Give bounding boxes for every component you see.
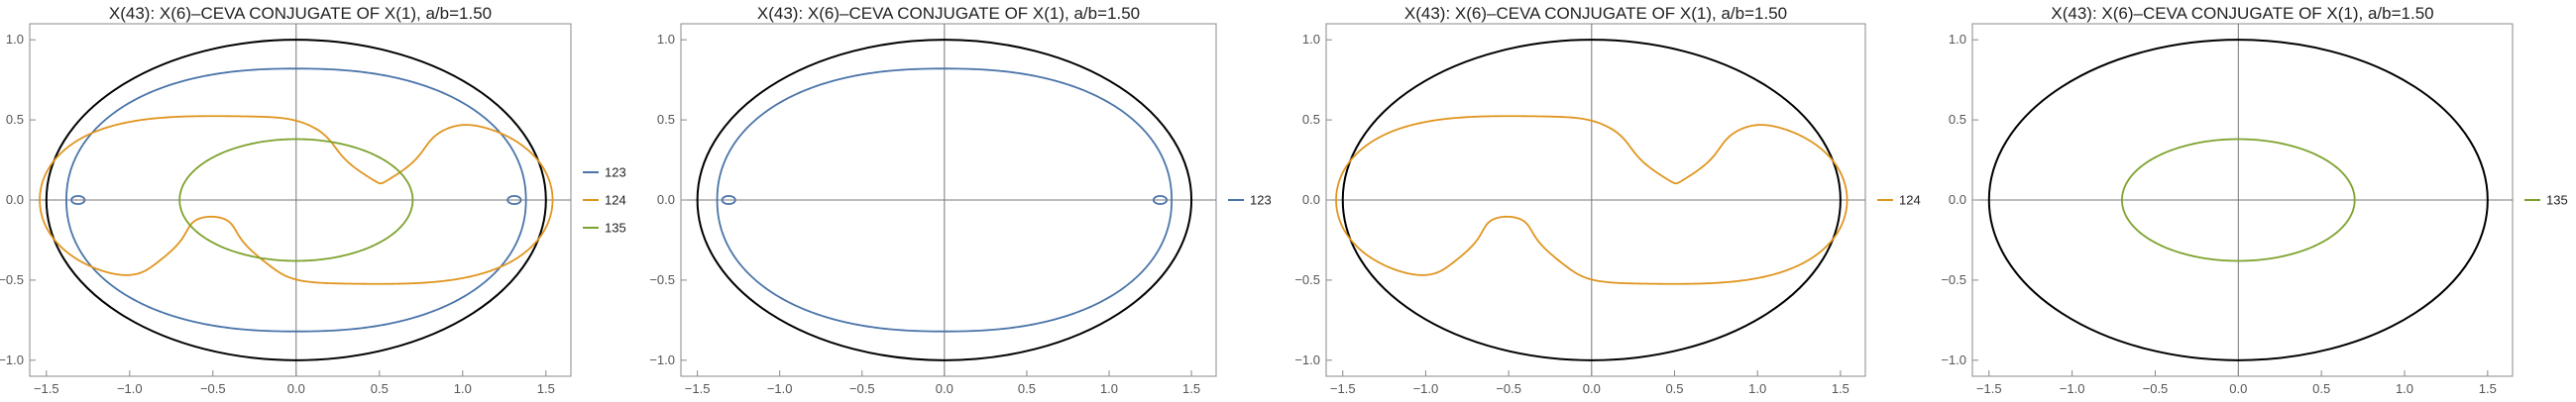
- legend: 124: [1877, 193, 1921, 208]
- legend-label: 123: [605, 165, 626, 180]
- legend-label: 123: [1250, 193, 1272, 208]
- y-tick-label: 0.5: [1949, 112, 1966, 127]
- x-tick-label: 1.5: [537, 381, 555, 396]
- x-tick-label: −1.5: [34, 381, 59, 396]
- x-tick-label: 0.5: [1018, 381, 1036, 396]
- x-tick-label: 1.0: [454, 381, 472, 396]
- plot-area: [1987, 39, 2489, 361]
- plot-area: [39, 39, 554, 361]
- y-tick-label: 0.5: [657, 112, 675, 127]
- legend-label: 135: [2546, 193, 2568, 208]
- plot-area: [696, 39, 1193, 361]
- x-tick-label: 0.5: [371, 381, 389, 396]
- y-tick-label: −0.5: [1294, 272, 1320, 287]
- chart-title: X(43): X(6)–CEVA CONJUGATE OF X(1), a/b=…: [2051, 4, 2433, 23]
- series-curve-123: [716, 67, 1174, 333]
- legend-label: 124: [1899, 193, 1921, 208]
- y-tick-label: 0.0: [657, 192, 675, 207]
- x-tick-label: −1.0: [767, 381, 793, 396]
- y-tick-label: −0.5: [649, 272, 675, 287]
- y-tick-label: 0.0: [6, 192, 24, 207]
- x-tick-label: 1.0: [1100, 381, 1118, 396]
- x-tick-label: −0.5: [1496, 381, 1521, 396]
- y-tick-label: 1.0: [6, 32, 24, 47]
- y-tick-label: 0.5: [1302, 112, 1320, 127]
- y-tick-label: −1.0: [0, 352, 24, 367]
- plot-area: [1335, 39, 1848, 361]
- x-tick-label: 0.0: [936, 381, 953, 396]
- series-curve-123: [721, 195, 736, 205]
- series-curve-123: [1152, 195, 1169, 205]
- x-tick-label: 0.0: [2229, 381, 2247, 396]
- x-tick-label: −0.5: [200, 381, 226, 396]
- series-curve-124: [39, 115, 554, 285]
- x-tick-label: −1.5: [1976, 381, 2002, 396]
- y-tick-label: −0.5: [0, 272, 24, 287]
- plot-panel-2: −1.5 −1.0 −0.5 0.0 0.5 1.0 1.5 −1.0 −0.5 0.0 0.5 1.…: [649, 4, 1271, 396]
- x-tick-label: −1.5: [685, 381, 711, 396]
- y-tick-label: 1.0: [657, 32, 675, 47]
- y-tick-label: −0.5: [1941, 272, 1966, 287]
- y-tick-label: 1.0: [1302, 32, 1320, 47]
- y-tick-label: 0.5: [6, 112, 24, 127]
- x-tick-label: 1.0: [2396, 381, 2413, 396]
- x-tick-label: −1.0: [2060, 381, 2085, 396]
- x-tick-label: 1.0: [1748, 381, 1766, 396]
- series-curve-123: [506, 195, 522, 205]
- plot-panel-3: −1.5 −1.0 −0.5 0.0 0.5 1.0 1.5 −1.0 −0.5 0.0 0.5 1.…: [1294, 4, 1920, 396]
- y-tick-label: 0.0: [1302, 192, 1320, 207]
- x-tick-label: 1.5: [1832, 381, 1849, 396]
- reference-ellipse: [1341, 39, 1842, 361]
- reference-ellipse: [1987, 39, 2489, 361]
- legend: 123: [1228, 193, 1272, 208]
- plot-panel-1: −1.5 −1.0 −0.5 0.0 0.5 1.0 1.5 −1.0 −0.5 0.0 0.5 1.…: [0, 4, 626, 396]
- legend-label: 135: [605, 221, 626, 236]
- legend-label: 124: [605, 193, 626, 208]
- x-tick-label: 1.5: [1182, 381, 1200, 396]
- x-tick-label: −0.5: [2143, 381, 2169, 396]
- legend: 135: [2524, 193, 2568, 208]
- series-curve-135: [2121, 138, 2356, 262]
- series-curve-123: [65, 67, 527, 333]
- x-tick-label: 0.5: [2312, 381, 2330, 396]
- x-tick-label: −1.0: [1413, 381, 1439, 396]
- legend: 123 124 135: [583, 165, 626, 236]
- x-tick-label: 0.0: [287, 381, 305, 396]
- x-tick-label: 0.5: [1665, 381, 1683, 396]
- reference-ellipse: [696, 39, 1193, 361]
- x-tick-label: 0.0: [1583, 381, 1601, 396]
- series-curve-135: [178, 138, 414, 262]
- x-tick-label: 1.5: [2479, 381, 2497, 396]
- y-tick-label: −1.0: [1294, 352, 1320, 367]
- series-curve-124: [1335, 115, 1848, 285]
- y-tick-label: −1.0: [1941, 352, 1966, 367]
- y-tick-label: −1.0: [649, 352, 675, 367]
- series-curve-123: [70, 195, 86, 205]
- chart-title: X(43): X(6)–CEVA CONJUGATE OF X(1), a/b=…: [757, 4, 1140, 23]
- y-tick-label: 0.0: [1949, 192, 1966, 207]
- x-tick-label: −1.5: [1330, 381, 1356, 396]
- plot-panel-4: −1.5 −1.0 −0.5 0.0 0.5 1.0 1.5 −1.0 −0.5 0.0 0.5 1.…: [1941, 4, 2567, 396]
- x-tick-label: −0.5: [849, 381, 875, 396]
- chart-title: X(43): X(6)–CEVA CONJUGATE OF X(1), a/b=…: [109, 4, 492, 23]
- chart-title: X(43): X(6)–CEVA CONJUGATE OF X(1), a/b=…: [1404, 4, 1787, 23]
- y-tick-label: 1.0: [1949, 32, 1966, 47]
- reference-ellipse: [45, 39, 547, 361]
- x-tick-label: −1.0: [117, 381, 143, 396]
